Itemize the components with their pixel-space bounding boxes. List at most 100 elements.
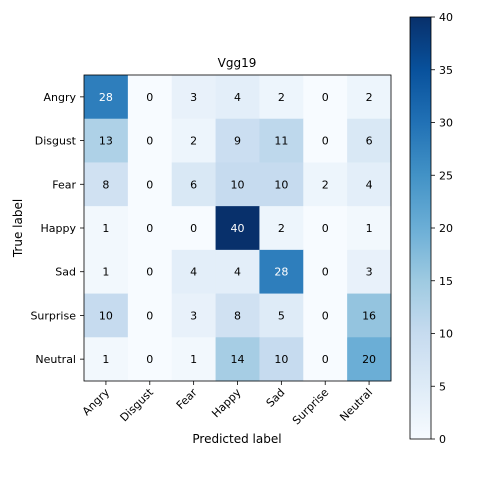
heatmap-cell bbox=[171, 206, 216, 251]
cell-value-label: 2 bbox=[366, 91, 373, 104]
heatmap-cell bbox=[127, 249, 173, 294]
heatmap-cell bbox=[171, 337, 216, 382]
colorbar-tick-label: 35 bbox=[439, 64, 453, 77]
heatmap-cell bbox=[84, 75, 129, 120]
heatmap-cell bbox=[303, 75, 348, 120]
heatmap-cell bbox=[84, 337, 129, 382]
heatmap-cell bbox=[303, 337, 348, 382]
cell-value-label: 0 bbox=[190, 222, 197, 235]
heatmap-cell bbox=[84, 162, 129, 207]
heatmap-cell bbox=[303, 162, 348, 207]
heatmap-cell bbox=[303, 293, 348, 338]
heatmap-cell bbox=[127, 293, 173, 338]
heatmap-cell bbox=[84, 249, 129, 294]
cell-value-label: 5 bbox=[278, 309, 285, 322]
heatmap-cell bbox=[259, 118, 304, 163]
colorbar-tick-label: 40 bbox=[439, 11, 453, 24]
cell-value-label: 10 bbox=[99, 309, 113, 322]
colorbar-tick-label: 5 bbox=[439, 380, 446, 393]
cell-value-label: 1 bbox=[102, 222, 109, 235]
heatmap-cell bbox=[347, 162, 392, 207]
cell-value-label: 13 bbox=[99, 135, 113, 148]
cell-value-label: 6 bbox=[190, 178, 197, 191]
heatmap-cell bbox=[215, 118, 260, 163]
heatmap-cell bbox=[171, 75, 216, 120]
y-tick-label: Disgust bbox=[35, 135, 77, 148]
heatmap-cell bbox=[303, 206, 348, 251]
y-axis-label: True label bbox=[11, 199, 25, 258]
colorbar-tick-label: 25 bbox=[439, 169, 453, 182]
heatmap-cell bbox=[171, 162, 216, 207]
colorbar-tick-label: 30 bbox=[439, 117, 453, 130]
cell-value-label: 4 bbox=[366, 178, 373, 191]
cell-value-label: 10 bbox=[274, 353, 288, 366]
heatmap-cell bbox=[215, 337, 260, 382]
heatmap-cell bbox=[347, 249, 392, 294]
cell-value-label: 0 bbox=[322, 266, 329, 279]
cell-value-label: 1 bbox=[366, 222, 373, 235]
cell-value-label: 2 bbox=[190, 135, 197, 148]
heatmap-cell bbox=[303, 118, 348, 163]
cell-value-label: 10 bbox=[231, 178, 245, 191]
heatmap-cell bbox=[84, 293, 129, 338]
heatmap-cell bbox=[127, 75, 173, 120]
colorbar-tick-label: 0 bbox=[439, 433, 446, 446]
cell-value-label: 11 bbox=[274, 135, 288, 148]
cell-value-label: 10 bbox=[274, 178, 288, 191]
heatmap-cell bbox=[215, 293, 260, 338]
heatmap-cell bbox=[347, 293, 392, 338]
heatmap-cell bbox=[171, 293, 216, 338]
cell-value-label: 0 bbox=[146, 222, 153, 235]
cell-value-label: 0 bbox=[146, 178, 153, 191]
x-axis-label: Predicted label bbox=[192, 432, 281, 446]
heatmap-cell bbox=[215, 75, 260, 120]
cell-value-label: 0 bbox=[322, 309, 329, 322]
heatmap-cell bbox=[215, 206, 260, 251]
heatmap-cell bbox=[84, 206, 129, 251]
heatmap-cell bbox=[347, 118, 392, 163]
colorbar-ticks: 0 5 10 15 20 25 30 35 40 bbox=[431, 11, 453, 446]
heatmap-cells bbox=[84, 75, 392, 382]
heatmap-cell bbox=[259, 206, 304, 251]
cell-value-label: 40 bbox=[231, 222, 245, 235]
cell-value-label: 6 bbox=[366, 135, 373, 148]
cell-value-label: 1 bbox=[190, 353, 197, 366]
cell-value-label: 28 bbox=[99, 91, 113, 104]
colorbar-tick-label: 15 bbox=[439, 275, 453, 288]
heatmap-cell bbox=[259, 293, 304, 338]
cell-value-label: 28 bbox=[274, 266, 288, 279]
cell-value-label: 2 bbox=[322, 178, 329, 191]
heatmap-cell bbox=[171, 118, 216, 163]
colorbar-tick-label: 10 bbox=[439, 328, 453, 341]
cell-value-label: 3 bbox=[190, 91, 197, 104]
heatmap-cell bbox=[259, 162, 304, 207]
heatmap-cell bbox=[303, 249, 348, 294]
heatmap-cell bbox=[127, 337, 173, 382]
heatmap-cell bbox=[259, 337, 304, 382]
y-tick-label: Happy bbox=[41, 222, 77, 235]
heatmap-cell bbox=[127, 162, 173, 207]
y-axis: Angry Disgust Fear Happy Sad Surprise Neutral bbox=[30, 91, 84, 366]
heatmap-cell bbox=[347, 75, 392, 120]
cell-value-label: 1 bbox=[102, 353, 109, 366]
cell-value-label: 0 bbox=[146, 353, 153, 366]
cell-value-label: 8 bbox=[102, 178, 109, 191]
cell-value-label: 0 bbox=[146, 266, 153, 279]
cell-value-label: 0 bbox=[322, 353, 329, 366]
heatmap-cell bbox=[215, 162, 260, 207]
y-tick-label: Fear bbox=[52, 178, 76, 191]
y-tick-label: Neutral bbox=[35, 353, 76, 366]
chart-title: Vgg19 bbox=[218, 56, 257, 70]
heatmap-cell-labels: 28 0 3 4 2 0 213 0 2 9 11 0 68 0 6 10 10 2 41 0 0 40 2 0 11 0 4 4 28… bbox=[99, 91, 376, 366]
heatmap-cell bbox=[259, 75, 304, 120]
cell-value-label: 2 bbox=[278, 222, 285, 235]
cell-value-label: 3 bbox=[190, 309, 197, 322]
cell-value-label: 3 bbox=[366, 266, 373, 279]
heatmap-cell bbox=[347, 337, 392, 382]
cell-value-label: 0 bbox=[146, 135, 153, 148]
heatmap-cell bbox=[127, 118, 173, 163]
colorbar bbox=[410, 17, 431, 439]
cell-value-label: 4 bbox=[190, 266, 197, 279]
cell-value-label: 0 bbox=[322, 222, 329, 235]
